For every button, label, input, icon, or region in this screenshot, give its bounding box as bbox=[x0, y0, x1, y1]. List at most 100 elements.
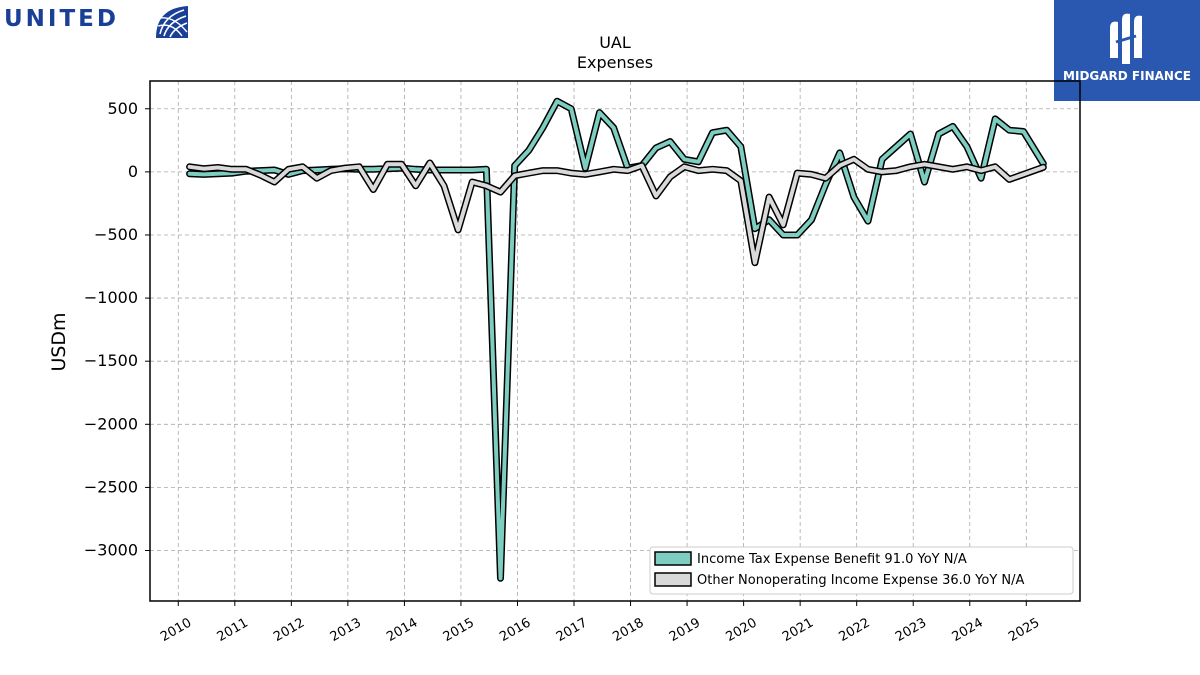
data-point-income-tax bbox=[895, 146, 897, 148]
data-point-income-tax bbox=[825, 183, 827, 186]
y-tick-label: −2500 bbox=[84, 477, 138, 496]
data-point-other-nonoperating bbox=[372, 188, 374, 191]
x-tick-label: 2024 bbox=[950, 615, 986, 645]
y-tick-label: −1500 bbox=[84, 351, 138, 370]
data-point-other-nonoperating bbox=[895, 170, 897, 172]
data-point-other-nonoperating bbox=[302, 166, 304, 168]
data-point-other-nonoperating bbox=[853, 158, 855, 160]
data-point-other-nonoperating bbox=[740, 180, 742, 182]
data-point-other-nonoperating bbox=[401, 163, 403, 165]
data-point-income-tax bbox=[485, 168, 487, 170]
data-point-income-tax bbox=[316, 169, 318, 171]
x-tick-label: 2022 bbox=[837, 615, 873, 645]
data-point-other-nonoperating bbox=[471, 181, 473, 183]
united-wordmark: UNITED bbox=[4, 6, 119, 32]
chart-title: UAL bbox=[599, 33, 631, 52]
data-point-other-nonoperating bbox=[711, 168, 714, 170]
data-point-income-tax bbox=[711, 132, 714, 134]
x-tick-label: 2019 bbox=[667, 615, 703, 645]
data-point-income-tax bbox=[980, 177, 982, 179]
data-point-other-nonoperating bbox=[966, 166, 968, 168]
x-tick-label: 2013 bbox=[328, 615, 364, 645]
data-point-income-tax bbox=[273, 169, 275, 171]
data-point-income-tax bbox=[372, 168, 374, 170]
data-point-other-nonoperating bbox=[217, 166, 219, 169]
data-point-income-tax bbox=[952, 125, 954, 127]
data-point-income-tax bbox=[881, 158, 883, 160]
x-tick-label: 2021 bbox=[780, 615, 816, 645]
data-point-other-nonoperating bbox=[528, 172, 530, 174]
midgard-finance-logo: MIDGARD FINANCE bbox=[1054, 0, 1200, 101]
data-point-income-tax bbox=[471, 169, 473, 171]
data-point-income-tax bbox=[499, 577, 502, 579]
data-point-income-tax bbox=[528, 149, 530, 151]
data-point-income-tax bbox=[810, 219, 813, 221]
data-point-income-tax bbox=[938, 133, 940, 135]
data-point-other-nonoperating bbox=[669, 176, 671, 178]
data-point-other-nonoperating bbox=[980, 170, 982, 172]
data-point-other-nonoperating bbox=[938, 166, 940, 168]
data-point-other-nonoperating bbox=[570, 172, 572, 174]
data-point-income-tax bbox=[754, 228, 756, 230]
x-tick-label: 2010 bbox=[158, 615, 194, 645]
y-tick-label: −500 bbox=[94, 225, 138, 244]
legend-swatch-other-nonoperating bbox=[654, 572, 692, 587]
y-axis-label: USDm bbox=[48, 312, 70, 371]
data-point-other-nonoperating bbox=[189, 166, 191, 168]
data-point-other-nonoperating bbox=[485, 185, 487, 187]
data-point-other-nonoperating bbox=[1042, 166, 1044, 168]
data-point-income-tax bbox=[726, 129, 728, 131]
data-point-income-tax bbox=[259, 170, 261, 172]
data-point-income-tax bbox=[584, 167, 586, 169]
data-point-other-nonoperating bbox=[556, 170, 558, 172]
data-point-other-nonoperating bbox=[429, 162, 431, 164]
y-tick-label: 500 bbox=[107, 99, 138, 118]
data-point-income-tax bbox=[655, 147, 657, 149]
data-point-other-nonoperating bbox=[259, 174, 261, 176]
data-point-income-tax bbox=[1008, 129, 1010, 131]
data-point-income-tax bbox=[613, 127, 615, 129]
data-point-other-nonoperating bbox=[457, 229, 459, 231]
data-point-income-tax bbox=[556, 100, 558, 102]
midgard-emblem-icon bbox=[1110, 13, 1142, 65]
chart-subtitle: Expenses bbox=[577, 53, 653, 72]
data-point-income-tax bbox=[457, 169, 459, 171]
grid-lines bbox=[150, 81, 1080, 601]
data-point-income-tax bbox=[415, 168, 417, 170]
data-point-other-nonoperating bbox=[584, 173, 586, 175]
y-tick-label: −3000 bbox=[84, 541, 138, 560]
data-point-other-nonoperating bbox=[754, 262, 756, 264]
data-point-other-nonoperating bbox=[782, 224, 784, 226]
data-point-other-nonoperating bbox=[598, 171, 601, 173]
data-point-other-nonoperating bbox=[415, 185, 417, 187]
y-tick-label: −1000 bbox=[84, 288, 138, 307]
x-tick-label: 2012 bbox=[271, 615, 307, 645]
data-point-other-nonoperating bbox=[287, 168, 290, 170]
data-point-income-tax bbox=[217, 173, 219, 175]
data-point-income-tax bbox=[740, 146, 742, 148]
data-point-income-tax bbox=[909, 133, 912, 135]
data-point-other-nonoperating bbox=[344, 167, 346, 169]
data-point-income-tax bbox=[923, 181, 926, 183]
data-point-income-tax bbox=[839, 152, 841, 154]
data-point-other-nonoperating bbox=[358, 166, 360, 168]
data-point-other-nonoperating bbox=[923, 163, 926, 165]
data-point-other-nonoperating bbox=[203, 168, 205, 170]
x-tick-label: 2016 bbox=[497, 615, 533, 645]
midgard-finance-wordmark: MIDGARD FINANCE bbox=[1063, 69, 1191, 83]
data-point-income-tax bbox=[867, 220, 869, 222]
data-point-other-nonoperating bbox=[952, 168, 954, 170]
data-point-other-nonoperating bbox=[683, 166, 685, 168]
x-tick-label: 2014 bbox=[384, 615, 420, 645]
data-point-other-nonoperating bbox=[1022, 173, 1025, 175]
data-point-income-tax bbox=[697, 161, 700, 163]
legend-box bbox=[649, 546, 1074, 595]
data-point-other-nonoperating bbox=[655, 195, 657, 197]
series-line-outline-other-nonoperating bbox=[186, 155, 1047, 267]
data-point-other-nonoperating bbox=[881, 171, 883, 173]
x-tick-label: 2023 bbox=[893, 615, 929, 645]
data-point-other-nonoperating bbox=[1008, 178, 1010, 180]
data-point-other-nonoperating bbox=[768, 196, 770, 198]
x-tick-label: 2018 bbox=[610, 615, 646, 645]
